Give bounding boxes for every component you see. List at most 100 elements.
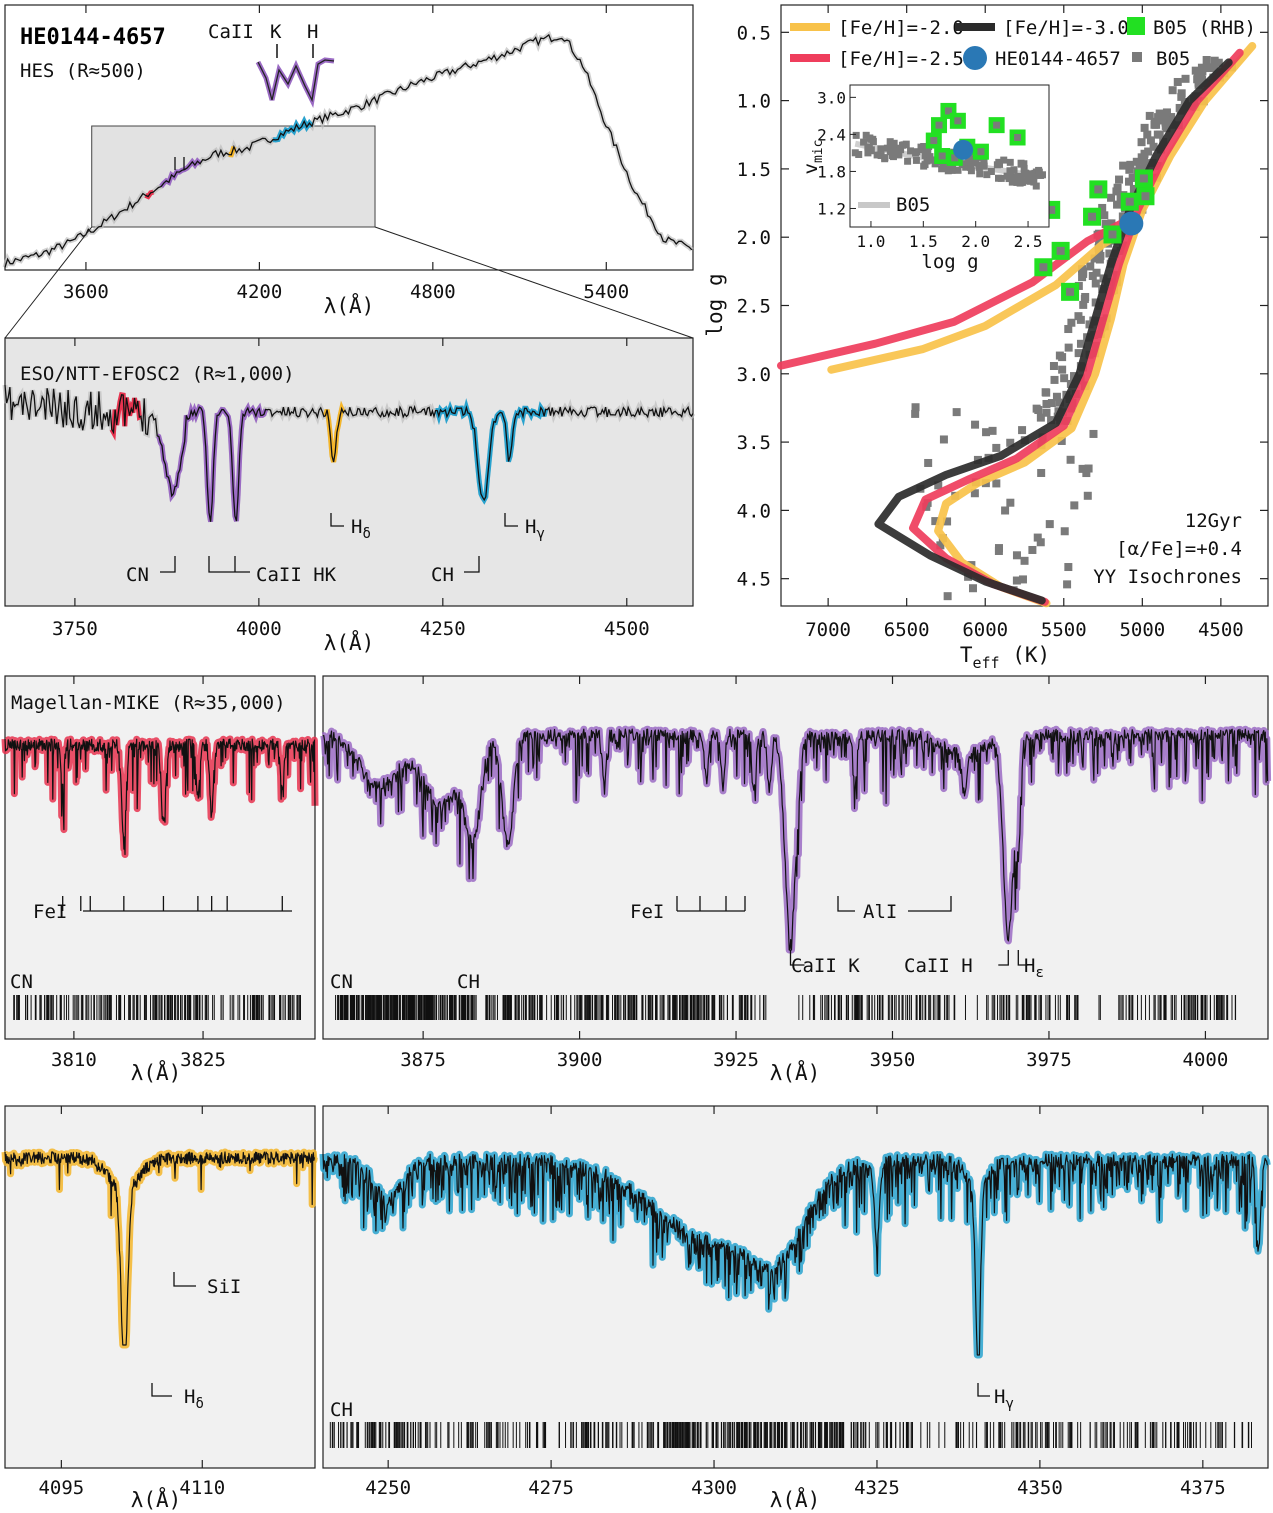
inset-b05-point xyxy=(1022,177,1030,185)
y-tick-label: 1.5 xyxy=(737,159,771,181)
cmd-annotation-alpha: [α/Fe]=+0.4 xyxy=(1116,538,1242,560)
inset-b05-point xyxy=(980,162,988,170)
mike-cn-x-ticks: 3810 3825 xyxy=(51,676,226,1071)
b05-point xyxy=(1077,265,1086,274)
inset-b05-point xyxy=(860,138,868,146)
b05-point xyxy=(1079,300,1088,309)
mike-hd-x-ticks: 4095 4110 xyxy=(38,1106,225,1499)
inset-b05-point xyxy=(864,143,872,151)
b05-point xyxy=(1012,551,1021,560)
efosc-frame xyxy=(4,337,694,607)
legend-he0144: HE0144-4657 xyxy=(995,48,1121,70)
b05-point xyxy=(1032,404,1041,413)
b05-point xyxy=(1058,353,1067,362)
inset-b05-point xyxy=(983,171,991,179)
b05-point xyxy=(1084,464,1093,473)
inset-b05-point xyxy=(904,157,912,165)
b05-point xyxy=(936,541,945,550)
b05-point xyxy=(1140,123,1149,132)
b05-point xyxy=(1042,388,1051,397)
hes-inset-mark-h: H xyxy=(307,21,318,43)
x-tick-label: 4800 xyxy=(410,281,456,303)
hes-spectrum xyxy=(2,30,694,269)
rhb-b05-point xyxy=(1066,287,1075,296)
x-tick-label: 5500 xyxy=(1041,619,1087,641)
b05-point xyxy=(1036,413,1045,422)
b05-point xyxy=(943,517,952,526)
b05-point xyxy=(1060,527,1069,536)
rhb-b05-point xyxy=(1088,212,1097,221)
b05-point xyxy=(1149,142,1158,151)
b05-point xyxy=(1018,426,1027,435)
inset-b05-point xyxy=(873,151,881,159)
inset-b05-point xyxy=(1000,156,1008,164)
b05-point xyxy=(1202,56,1211,65)
inset-rhb-b05 xyxy=(954,117,962,125)
inset-b05-point xyxy=(948,166,956,174)
inset-rhb-b05 xyxy=(930,137,938,145)
b05-point xyxy=(1006,498,1015,507)
rhb-b05-point xyxy=(1125,197,1134,206)
b05-point xyxy=(1145,111,1154,120)
b05-point xyxy=(1052,392,1061,401)
x-tick-label: 5000 xyxy=(1119,619,1165,641)
spectrum-line xyxy=(4,738,316,856)
x-tick-label: 4095 xyxy=(38,1477,84,1499)
b05-point xyxy=(1126,160,1135,169)
mike-ca-feature-label: FeI xyxy=(630,901,664,923)
x-tick-label: 5400 xyxy=(583,281,629,303)
b05-point xyxy=(1079,269,1088,278)
inset-b05-point xyxy=(890,139,898,147)
inset-b05-point xyxy=(920,142,928,150)
inset-b05-point xyxy=(897,146,905,154)
inset-b05-point xyxy=(866,134,874,142)
inset-b05-point xyxy=(962,163,970,171)
b05-point xyxy=(1092,268,1101,277)
x-tick-label: 4500 xyxy=(1198,619,1244,641)
b05-point xyxy=(1113,183,1122,192)
inset-rhb-b05 xyxy=(1014,133,1022,141)
b05-point xyxy=(1089,429,1098,438)
b05-point xyxy=(1159,116,1168,125)
inset-b05-point xyxy=(881,154,889,162)
vmic-inset-legend: B05 xyxy=(896,194,930,216)
mike-ca-x-ticks: 3875 3900 3925 3950 3975 4000 xyxy=(400,676,1228,1071)
hes-subtitle: HES (R≈500) xyxy=(20,60,146,82)
x-tick-label: 4000 xyxy=(1183,1049,1229,1071)
rhb-b05-point xyxy=(1056,246,1065,255)
inset-b05-point xyxy=(855,150,863,158)
zoom-connector-left xyxy=(4,226,93,339)
inset-b05-point xyxy=(1014,172,1022,180)
inset-b05-point xyxy=(912,156,920,164)
mike-cn-linelist xyxy=(13,995,301,1020)
b05-point xyxy=(1214,58,1223,67)
b05-point xyxy=(1105,249,1114,258)
cmd-he0144-marker xyxy=(1119,211,1144,236)
mike-ca-spectrum xyxy=(320,725,1272,954)
b05-point xyxy=(1107,193,1116,202)
b05-point xyxy=(992,443,1001,452)
inset-rhb-b05 xyxy=(944,107,952,115)
b05-point xyxy=(1155,130,1164,139)
mike-ca-cn-label: CN xyxy=(330,971,353,993)
vmic-inset-ticks: 1.0 1.5 2.0 2.5 1.2 1.8 2.4 3.0 xyxy=(817,88,1042,251)
x-tick-label: 4000 xyxy=(236,618,282,640)
caiih-marker xyxy=(998,950,1009,966)
mike-cn-fei-markers xyxy=(62,896,292,912)
b05-point xyxy=(1209,63,1218,72)
inset-y-tick-label: 2.4 xyxy=(817,125,846,144)
legend-b05: B05 xyxy=(1156,48,1190,70)
b05-point xyxy=(1181,74,1190,83)
b05-point xyxy=(1137,153,1146,162)
x-tick-label: 3750 xyxy=(52,618,98,640)
b05-point xyxy=(1055,398,1064,407)
b05-point xyxy=(968,584,977,593)
mike-cn-spectrum xyxy=(1,735,319,858)
vmic-inset-he0144-marker xyxy=(953,139,974,160)
b05-point xyxy=(1006,438,1015,447)
b05-point xyxy=(1028,545,1037,554)
b05-point xyxy=(1064,325,1073,334)
inset-b05-point xyxy=(869,138,877,146)
b05-point xyxy=(1018,575,1027,584)
inset-rhb-b05 xyxy=(993,121,1001,129)
